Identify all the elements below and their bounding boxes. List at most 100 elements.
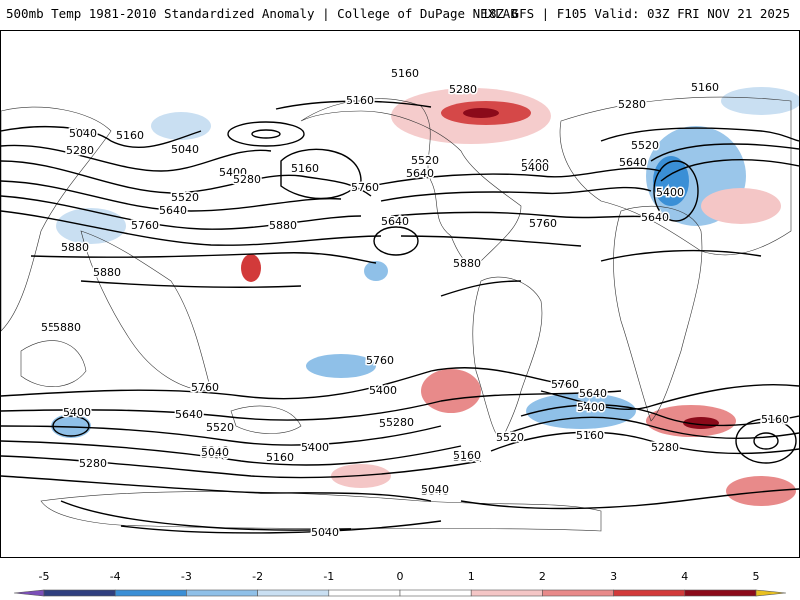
colorbar-segment bbox=[399, 589, 472, 597]
contour-label: 5040 bbox=[201, 444, 229, 457]
colorbar-segment bbox=[13, 589, 45, 597]
cold-anomaly-arctic bbox=[721, 87, 799, 115]
contour-label: 5280 bbox=[379, 417, 407, 430]
contour-label: 5640 bbox=[641, 211, 669, 224]
warm-anomaly-south-indian-core bbox=[683, 417, 719, 429]
contour-label: 5160 bbox=[116, 129, 144, 142]
contour-label: 5400 bbox=[521, 161, 549, 174]
contour-label: 5280 bbox=[233, 173, 261, 186]
contour-label: 5880 bbox=[53, 321, 81, 334]
contour-label: 5400 bbox=[219, 166, 247, 179]
colorbar-tick-label: 1 bbox=[467, 570, 475, 583]
contour-label: 5040 bbox=[171, 143, 199, 156]
contour-labels: 5160 5280 5160 5280 5160 5040 5160 5040 … bbox=[40, 66, 791, 541]
colorbar-tick-label: -1 bbox=[323, 570, 335, 583]
colorbar: -5 -4 -3 -2 -1 0 1 2 3 4 5 bbox=[0, 570, 800, 600]
contour-label: 5760 bbox=[131, 219, 159, 232]
colorbar-tick-label: 4 bbox=[681, 570, 689, 583]
contour-label: 5040 bbox=[421, 483, 449, 496]
contour-label: 5280 bbox=[66, 144, 94, 157]
contour-label: 5880 bbox=[61, 241, 89, 254]
contour-label: 5040 bbox=[201, 446, 229, 459]
contour-label: 5160 bbox=[291, 162, 319, 175]
anomaly-shading bbox=[51, 87, 799, 506]
colorbar-segment bbox=[613, 589, 686, 597]
contour-label: 5400 bbox=[369, 384, 397, 397]
contour-label: 5280 bbox=[651, 441, 679, 454]
colorbar-segment bbox=[114, 589, 187, 597]
cold-anomaly-south-atlantic bbox=[526, 393, 636, 429]
colorbar-segment bbox=[684, 589, 757, 597]
contour-label: 5640 bbox=[381, 215, 409, 228]
title-left: 500mb Temp 1981-2010 Standardized Anomal… bbox=[6, 6, 518, 21]
contour-label: 5280 bbox=[79, 457, 107, 470]
contour-label: 5160 bbox=[391, 67, 419, 80]
contour-label: 5520 bbox=[206, 421, 234, 434]
cold-anomaly-south-pacific bbox=[51, 414, 91, 438]
contour-label: 5400 bbox=[63, 406, 91, 419]
contour-label: 5040 bbox=[69, 127, 97, 140]
contour-label: 5760 bbox=[351, 181, 379, 194]
contour-label: 5160 bbox=[266, 451, 294, 464]
contour-label: 5040 bbox=[421, 485, 449, 498]
contour-label: 5640 bbox=[579, 387, 607, 400]
colorbar-segments bbox=[13, 589, 787, 597]
cold-anomaly-tropical-pacific bbox=[306, 354, 376, 378]
contour-label: 5760 bbox=[551, 378, 579, 391]
contour-label: 5040 bbox=[201, 448, 229, 461]
contour-label: 5400 bbox=[301, 441, 329, 454]
contour-label: 5880 bbox=[453, 257, 481, 270]
colorbar-segment bbox=[328, 589, 401, 597]
colorbar-tick-label: 2 bbox=[538, 570, 546, 583]
contour-label: 5160 bbox=[761, 413, 789, 426]
contour-label: 5640 bbox=[159, 204, 187, 217]
contour-label: 5880 bbox=[269, 219, 297, 232]
contour-label: 5520 bbox=[411, 154, 439, 167]
contour-label: 5640 bbox=[619, 156, 647, 169]
colorbar-segment bbox=[43, 589, 116, 597]
coastlines bbox=[1, 96, 792, 532]
height-contours bbox=[1, 100, 799, 534]
contour-label: 5280 bbox=[386, 416, 414, 429]
contour-label: 5160 bbox=[346, 94, 374, 107]
contour-label: 5520 bbox=[631, 139, 659, 152]
colorbar-segment bbox=[470, 589, 543, 597]
contour-label: 5760 bbox=[191, 381, 219, 394]
colorbar-tick-label: -2 bbox=[252, 570, 264, 583]
contour-label: 5400 bbox=[656, 186, 684, 199]
contour-label: 5280 bbox=[449, 83, 477, 96]
colorbar-tick-label: 5 bbox=[752, 570, 760, 583]
contour-label: 5520 bbox=[496, 431, 524, 444]
contour-label: 5280 bbox=[618, 98, 646, 111]
contour-label: 5640 bbox=[175, 408, 203, 421]
colorbar-tick-label: 0 bbox=[396, 570, 404, 583]
anomaly-map: 5160 5280 5160 5280 5160 5040 5160 5040 … bbox=[0, 30, 800, 558]
colorbar-tick-label: -5 bbox=[38, 570, 50, 583]
contour-label: 5040 bbox=[311, 526, 339, 539]
colorbar-segment bbox=[257, 589, 330, 597]
contour-label: 5400 bbox=[521, 157, 549, 170]
contour-label: 5160 bbox=[453, 451, 481, 464]
title-right: 18Z GFS | F105 Valid: 03Z FRI NOV 21 202… bbox=[481, 6, 790, 21]
colorbar-segment bbox=[186, 589, 258, 597]
colorbar-segment bbox=[755, 589, 787, 597]
contour-label: 5880 bbox=[93, 266, 121, 279]
contour-label: 5760 bbox=[366, 354, 394, 367]
warm-anomaly-pacific bbox=[241, 254, 261, 282]
colorbar-tick-label: -4 bbox=[109, 570, 121, 583]
cold-anomaly-north-pacific bbox=[151, 112, 211, 140]
contour-label: 5520 bbox=[41, 321, 69, 334]
warm-anomaly-southeast bbox=[726, 476, 796, 506]
warm-anomaly-south-america bbox=[421, 369, 481, 413]
cold-anomaly-central-pacific bbox=[364, 261, 388, 281]
contour-label: 5160 bbox=[576, 429, 604, 442]
contour-label: 5520 bbox=[171, 191, 199, 204]
warm-anomaly-north-atlantic-peak bbox=[463, 108, 499, 118]
contour-label: 5160 bbox=[453, 449, 481, 462]
contour-label: 5640 bbox=[406, 167, 434, 180]
colorbar-tick-label: -3 bbox=[180, 570, 192, 583]
colorbar-tick-label: 3 bbox=[610, 570, 618, 583]
colorbar-segment bbox=[542, 589, 614, 597]
contour-label: 5160 bbox=[691, 81, 719, 94]
contour-label: 5760 bbox=[529, 217, 557, 230]
